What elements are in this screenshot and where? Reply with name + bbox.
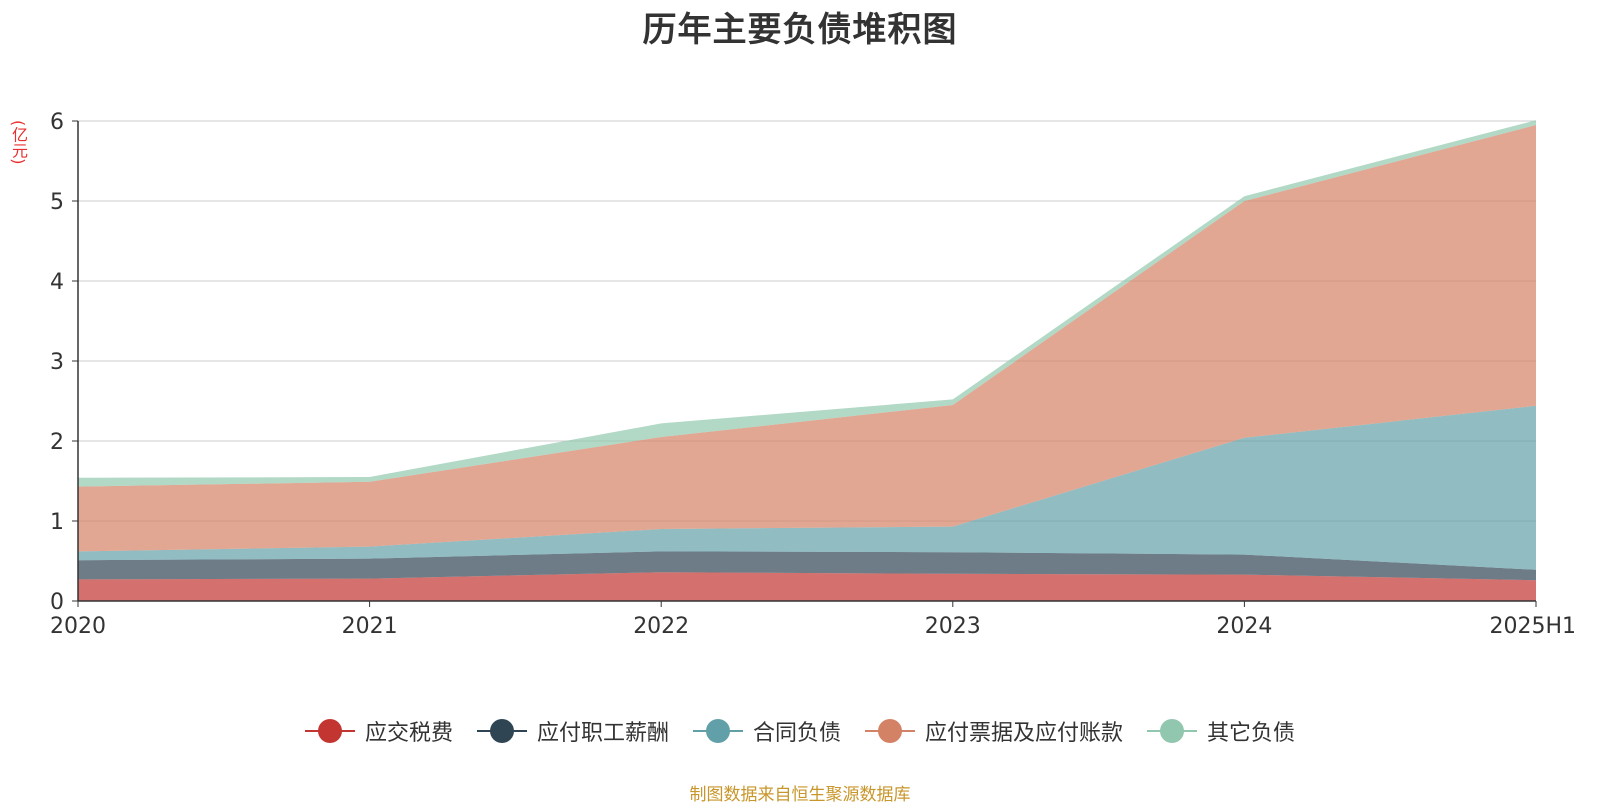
y-tick-label: 4 [50,270,64,295]
x-tick-label: 2023 [925,614,981,639]
chart-legend: 应交税费 应付职工薪酬 合同负债 应付票据及应付账款 其它负债 [0,715,1600,747]
legend-label: 应付票据及应付账款 [925,721,1124,746]
legend-dot [489,719,514,743]
legend-swatch [692,719,743,743]
legend-dot [878,719,902,743]
chart-title: 历年主要负债堆积图 [642,10,958,50]
area-series-0 [78,572,1536,601]
legend-swatch [304,719,355,743]
y-axis-unit-label: (亿元) [9,120,28,165]
legend-item[interactable]: 应付职工薪酬 [476,715,669,747]
x-tick-label: 2025H1 [1489,614,1576,639]
data-source-note: 制图数据来自恒生聚源数据库 [689,785,911,805]
legend-swatch [865,719,915,743]
legend-label: 其它负债 [1207,721,1296,746]
legend-swatch [476,719,527,743]
area-series-2 [78,405,1536,570]
x-tick-label: 2022 [633,614,689,639]
y-tick-label: 6 [50,110,64,135]
area-series-4 [78,120,1536,487]
legend-item[interactable]: 其它负债 [1147,715,1295,747]
legend-item[interactable]: 合同负债 [692,715,841,747]
legend-item[interactable]: 应交税费 [304,715,453,747]
x-tick-label: 2024 [1216,614,1272,639]
legend-swatch [1147,719,1198,743]
y-tick-label: 1 [50,510,64,535]
legend-dot [705,719,730,743]
area-series-1 [78,551,1536,581]
legend-item[interactable]: 应付票据及应付账款 [865,715,1123,747]
legend-dot [317,719,342,743]
legend-label: 应交税费 [364,721,453,746]
y-tick-label: 2 [50,430,64,455]
y-tick-label: 0 [50,590,64,615]
legend-label: 合同负债 [752,721,841,746]
x-tick-label: 2021 [342,614,398,639]
legend-label: 应付职工薪酬 [536,721,669,746]
area-series-3 [78,125,1536,552]
y-tick-label: 3 [50,350,64,375]
legend-dot [1160,719,1185,743]
y-tick-label: 5 [50,190,64,215]
x-tick-label: 2020 [50,614,106,639]
